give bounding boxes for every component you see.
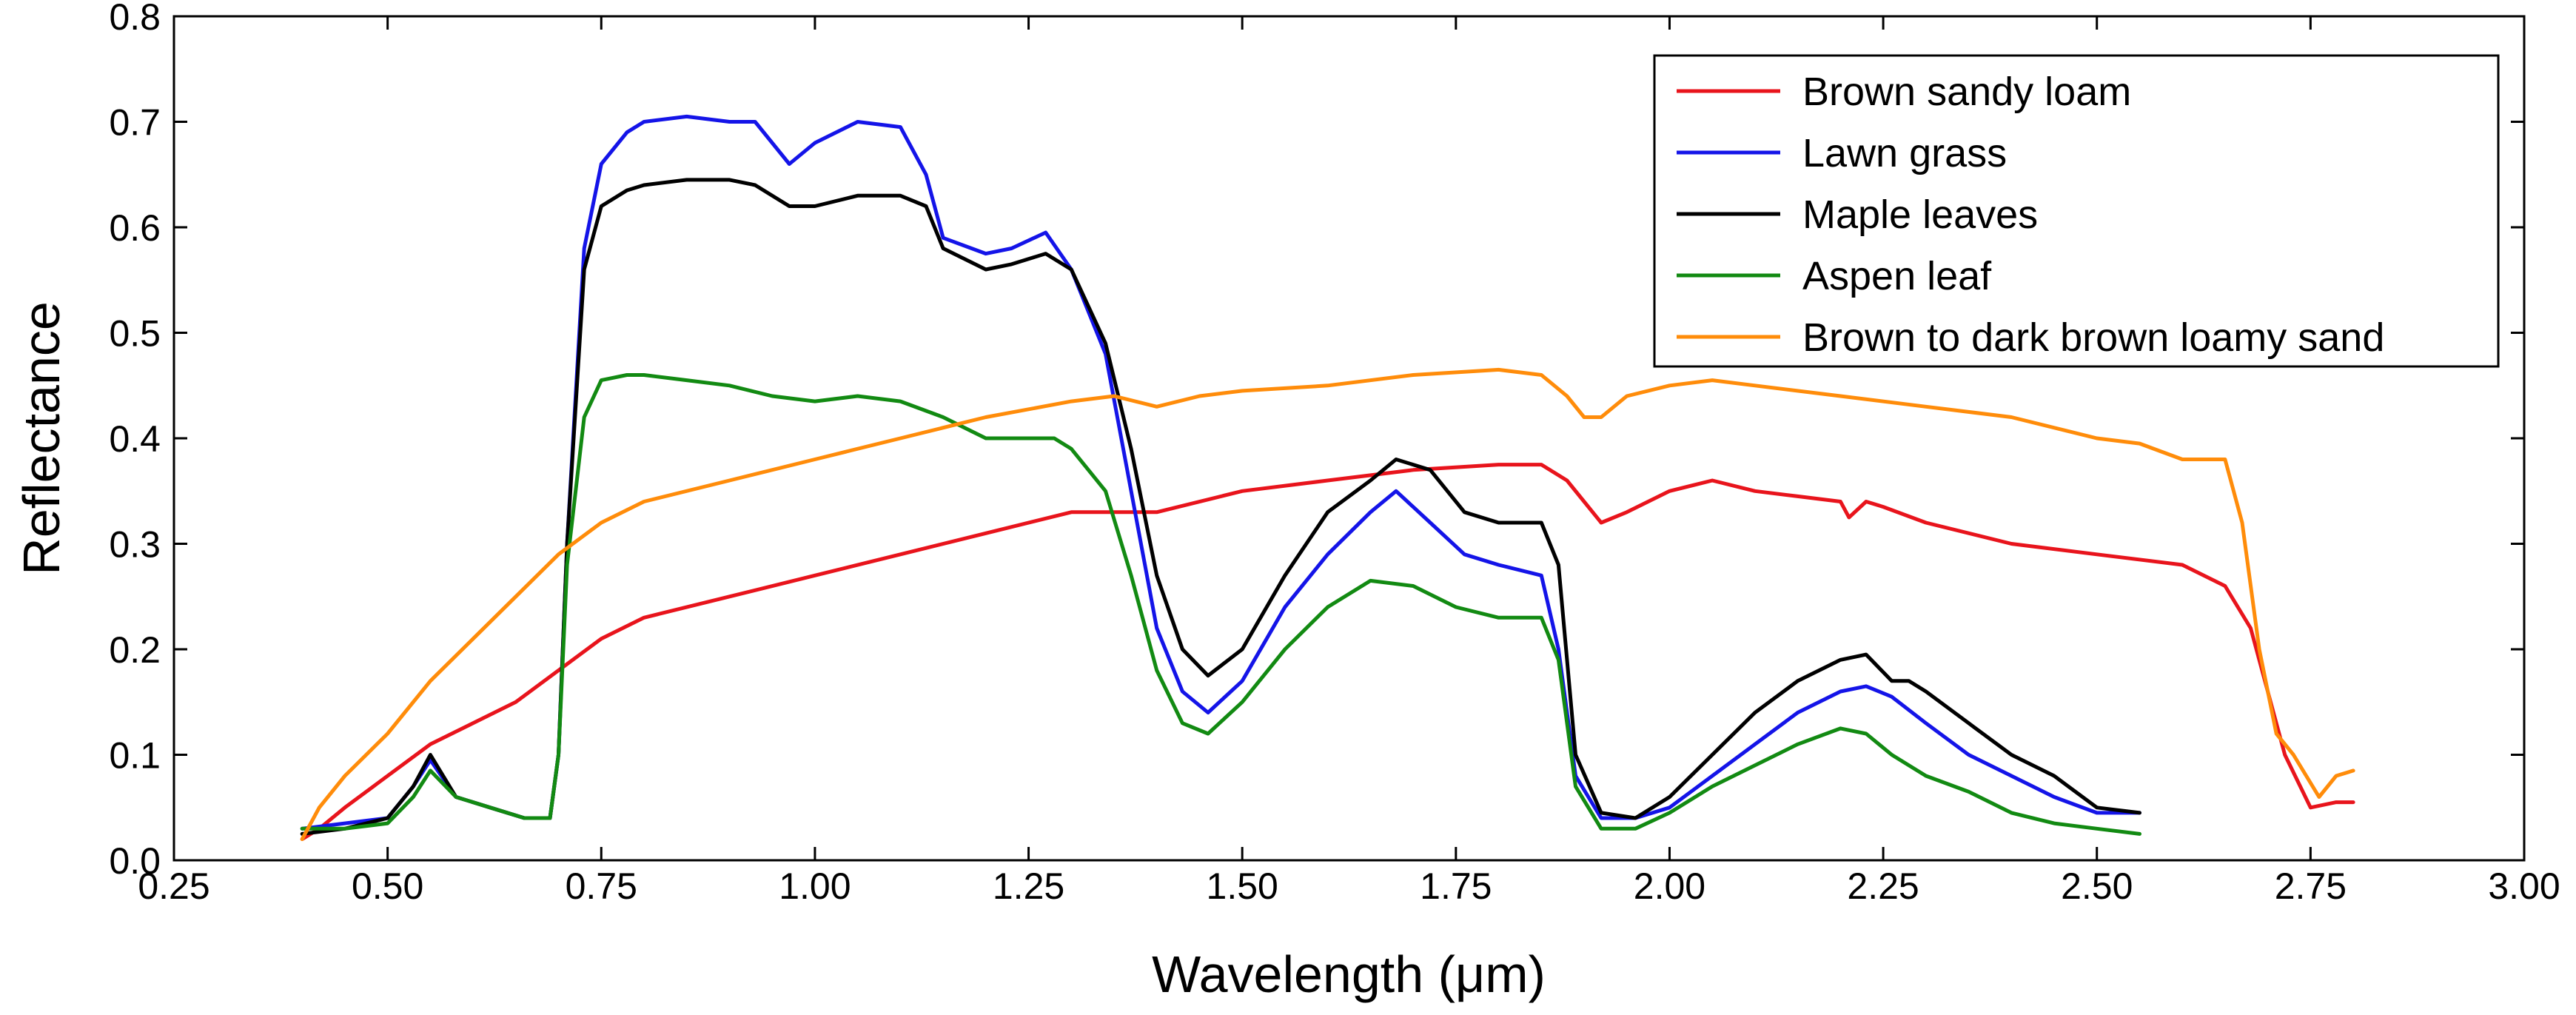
legend-box [1653,54,2500,368]
x-tick-label: 0.50 [352,865,423,907]
series-line-brown-to-dark-brown-loamy-sand [300,367,2355,841]
legend: Brown sandy loam Lawn grass Maple leaves As… [1653,54,2500,368]
y-tick-label: 0.5 [109,313,161,355]
series-line-brown-sandy-loam [300,463,2355,841]
y-tick-label: 0.1 [109,735,161,777]
legend-label-maple-leaves: Maple leaves [1802,192,2038,237]
y-axis-title: Reflectance [13,301,70,575]
x-tick-label: 2.00 [1634,865,1705,907]
y-tick-label: 0.8 [109,0,161,38]
legend-label-aspen-leaf: Aspen leaf [1802,254,1992,298]
x-axis-ticks: 0.25 0.50 0.75 1.00 1.25 1.50 1.75 2.00 2.25 2.50… [138,16,2560,907]
x-axis-title: Wavelength (μm) [1152,945,1546,1003]
y-tick-label: 0.7 [109,102,161,144]
y-axis-ticks: 0.0 0.1 0.2 0.3 0.4 0.5 0.6 0.7 0.8 [109,0,2524,882]
x-tick-label: 1.75 [1420,865,1492,907]
x-tick-label: 1.50 [1207,865,1278,907]
y-tick-label: 0.3 [109,524,161,566]
x-tick-label: 2.50 [2061,865,2133,907]
series-line-aspen-leaf [300,373,2141,836]
x-tick-label: 2.75 [2275,865,2347,907]
x-tick-label: 1.00 [779,865,851,907]
x-tick-label: 0.25 [138,865,209,907]
data-series-group [300,114,2355,841]
legend-label-lawn-grass: Lawn grass [1802,131,2007,175]
x-tick-label: 1.25 [993,865,1064,907]
y-tick-label: 0.6 [109,207,161,249]
x-tick-label: 3.00 [2488,865,2560,907]
y-tick-label: 0.4 [109,418,161,460]
y-tick-label: 0.2 [109,629,161,671]
legend-label-brown-sandy-loam: Brown sandy loam [1802,70,2131,114]
x-tick-label: 2.25 [1847,865,1919,907]
legend-label-brown-to-dark-brown-loamy-sand: Brown to dark brown loamy sand [1802,315,2384,360]
x-tick-label: 0.75 [566,865,637,907]
y-tick-label: 0.0 [109,840,161,882]
